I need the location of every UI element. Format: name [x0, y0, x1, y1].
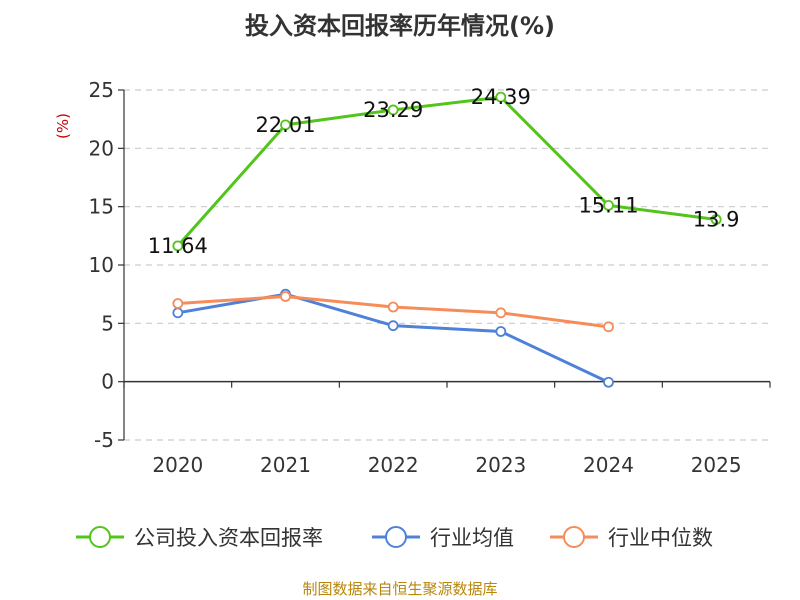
data-label: 13.9: [693, 208, 740, 232]
data-label: 22.01: [255, 113, 315, 137]
data-point: [603, 376, 614, 388]
x-tick-label: 2023: [475, 453, 526, 477]
legend-item[interactable]: 行业均值: [372, 526, 514, 550]
y-tick-label: 10: [89, 253, 114, 277]
y-tick-label: -5: [94, 428, 114, 452]
data-point: [280, 291, 291, 302]
data-point: [603, 321, 614, 333]
data-point: [603, 199, 614, 211]
legend-item[interactable]: 公司投入资本回报率: [76, 526, 323, 550]
x-tick-label: 2024: [583, 453, 634, 477]
x-tick-label: 2021: [260, 453, 311, 477]
y-tick-label: 15: [89, 195, 114, 219]
data-point: [172, 298, 184, 309]
source-note: 制图数据来自恒生聚源数据库: [302, 580, 497, 598]
legend-label: 行业中位数: [608, 526, 713, 550]
data-point: [495, 307, 507, 319]
data-label: 15.11: [578, 193, 638, 217]
data-point: [387, 301, 399, 313]
data-labels: 11.64 22.01 23.29 24.39 15.11 13.9: [148, 85, 740, 258]
chart-title: 投入资本回报率历年情况(%): [245, 12, 555, 40]
data-label: 24.39: [471, 85, 531, 109]
legend-label: 行业均值: [430, 526, 514, 550]
y-tick-label: 5: [101, 311, 114, 335]
series-line-1: [176, 95, 717, 247]
legend-marker: [385, 526, 407, 548]
y-tick-label: 25: [89, 78, 114, 102]
x-tick-label: 2020: [152, 453, 203, 477]
data-point: [387, 320, 399, 332]
data-point: [495, 326, 507, 337]
axes: 25 20 15 10 5 0 -5 2020 2021 2022 2023 2024 2025: [89, 78, 771, 477]
data-point: [172, 240, 184, 252]
legend-label: 公司投入资本回报率: [134, 526, 323, 550]
data-label: 11.64: [148, 234, 208, 258]
data-point: [172, 307, 184, 319]
legend: 公司投入资本回报率 行业均值 行业中位数: [76, 526, 713, 550]
grid-lines: [124, 89, 770, 441]
legend-item[interactable]: 行业中位数: [550, 526, 713, 550]
y-tick-label: 0: [101, 370, 114, 394]
y-tick-label: 20: [89, 136, 114, 160]
data-label: 23.29: [363, 98, 423, 122]
y-axis-unit: (%): [54, 113, 72, 139]
x-tick-label: 2022: [368, 453, 419, 477]
x-tick-label: 2025: [691, 453, 742, 477]
data-point: [495, 91, 507, 103]
data-point: [387, 104, 399, 116]
legend-marker: [89, 526, 111, 548]
data-point: [280, 119, 291, 131]
legend-marker: [563, 526, 585, 548]
data-point: [710, 214, 722, 225]
series-lines: [172, 91, 722, 388]
